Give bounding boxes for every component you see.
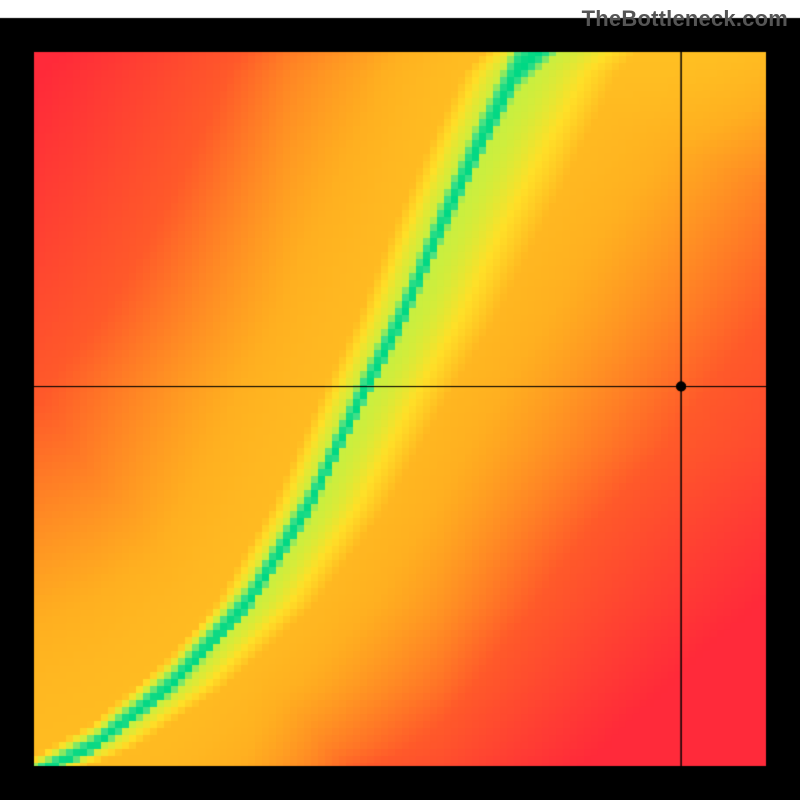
- heatmap-canvas: [0, 0, 800, 800]
- chart-container: TheBottleneck.com: [0, 0, 800, 800]
- watermark-text: TheBottleneck.com: [582, 6, 788, 32]
